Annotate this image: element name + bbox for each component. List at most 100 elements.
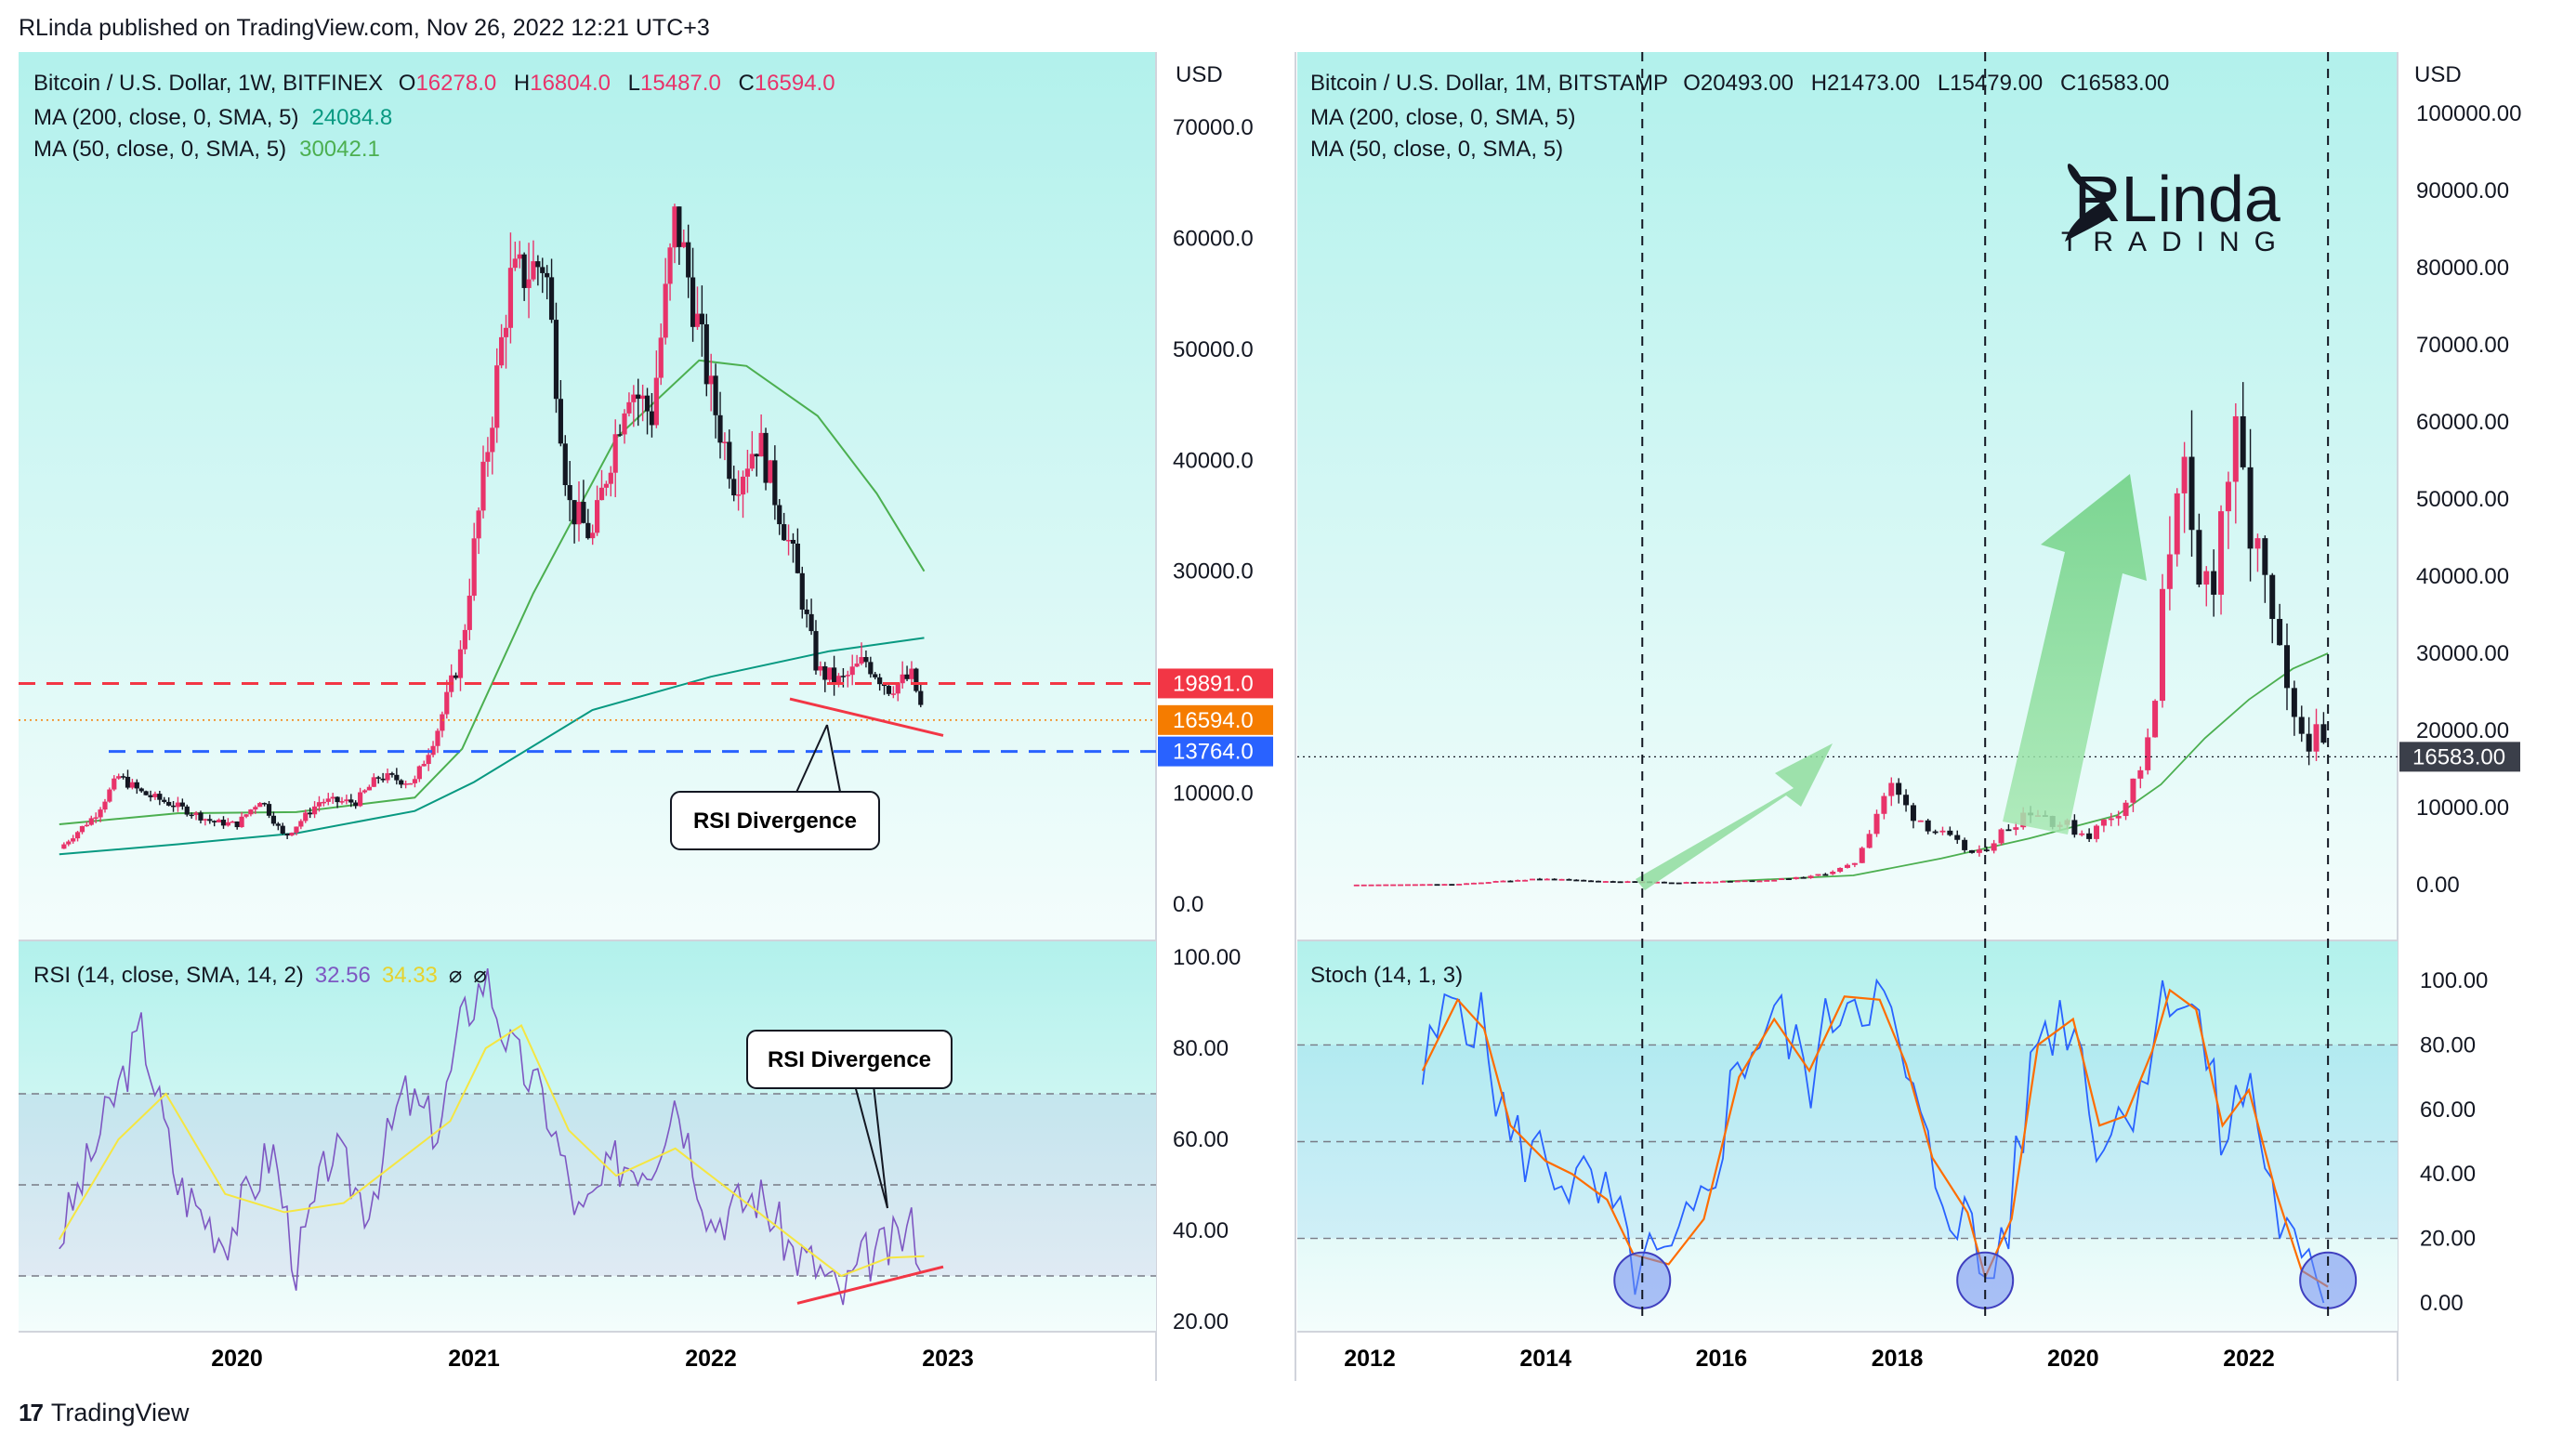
left-candle-body [79,825,85,833]
left-x-tick: 2021 [448,1346,500,1372]
tradingview-footer[interactable]: 17 TradingView [19,1399,190,1427]
right-candle-body [1734,880,1741,883]
left-candle-body [526,279,532,288]
left-candle-body [253,807,258,810]
left-candle-body [175,802,181,808]
right-stoch-pane[interactable]: 100.00 80.00 60.00 40.00 20.00 0.00 Stoch (14… [1297,940,2488,1372]
right-candle-body [1426,884,1433,887]
svg-text:Bitcoin / U.S. Dollar, 1W, BIT: Bitcoin / U.S. Dollar, 1W, BITFINEX O162… [33,71,835,96]
right-candle-body [1917,820,1924,822]
right-y-tick: 100000.00 [2416,101,2521,126]
left-candle-body [835,676,842,683]
left-candle-body [631,394,637,402]
left-candle-body [832,667,837,683]
left-candle-body [316,802,322,807]
right-candle-body [1581,879,1587,882]
right-candle-body [1859,848,1865,863]
left-candle-body [220,820,227,826]
right-candle-body [1610,881,1616,883]
right-price-marks [1297,382,2398,887]
left-candle-body [703,323,709,385]
right-candle-body [1983,849,1990,851]
right-candle-body [1500,880,1506,883]
right-candle-body [2262,538,2268,575]
left-price-marks [19,204,1156,856]
right-y-tick: 30000.00 [2416,641,2509,666]
left-candle-body [298,821,304,827]
right-price-pane[interactable]: 100000.00 90000.00 80000.00 70000.00 60000.0… [1295,52,2521,1381]
right-candle-body [2079,833,2085,835]
left-rsi-pane[interactable]: 100.00 80.00 60.00 40.00 20.00 RSI (14, clos… [19,940,1241,1372]
right-candle-body [1779,878,1785,880]
left-candle-body [667,247,673,284]
right-candle-body [2108,818,2114,821]
left-candle-body [531,261,536,280]
left-candle-body [444,691,450,715]
right-candle-body [1530,878,1536,881]
right-candle-body [2313,724,2320,752]
left-candle-body [116,776,122,779]
left-candle-body [503,327,509,337]
right-candle-body [1522,879,1529,882]
left-candle-body [849,666,855,676]
right-candle-body [1976,849,1982,853]
left-candle-body [353,802,359,807]
right-candle-body [1383,884,1389,887]
right-x-tick: 2016 [1696,1346,1748,1372]
left-candle-body [325,798,331,802]
right-candle-body [2166,554,2173,589]
left-candle-body [517,254,522,259]
left-x-tick: 2020 [211,1346,263,1372]
left-candle-body [699,313,704,324]
left-candle-body [521,254,527,288]
left-candle-body [553,320,559,400]
left-rsi-legend: RSI (14, close, SMA, 14, 2) 32.56 34.33 ⌀ ⌀ [33,963,487,988]
right-candle-body [1470,882,1477,885]
left-candle-body [129,782,136,788]
left-candle-body [179,802,185,807]
left-price-pane[interactable]: 70000.0 60000.0 50000.0 40000.0 30000.0 10000… [19,52,1273,1381]
left-candle-body [467,596,472,630]
right-candle-body [2188,456,2195,531]
left-candle-body [421,764,427,767]
right-x-tick: 2018 [1872,1346,1924,1372]
right-legend: Bitcoin / U.S. Dollar, 1M, BITSTAMP O204… [1310,71,2169,162]
left-y-tick: 70000.0 [1173,115,1254,140]
right-candle-body [1515,879,1521,882]
right-candle-body [2306,733,2312,752]
left-candle-body [535,261,541,268]
left-candle-body [416,766,422,780]
left-candle-body [125,776,131,788]
left-candle-body [266,804,272,816]
right-x-axis: 2012 2014 2016 2018 2020 2022 [1344,1346,2275,1372]
right-candle-body [2298,716,2305,734]
right-candle-body [1939,830,1946,833]
left-candle-body [184,806,190,815]
left-candle-body [476,510,481,539]
left-candle-body [585,522,591,539]
svg-text:Bitcoin / U.S. Dollar, 1M, BIT: Bitcoin / U.S. Dollar, 1M, BITSTAMP O204… [1310,71,2169,96]
left-candle-body [808,613,814,632]
right-candle-body [1698,881,1704,884]
right-candle-body [1668,882,1675,885]
right-candle-body [2086,833,2093,839]
left-candle-body [717,414,723,443]
left-rsi-divergence-callout: RSI Divergence [670,724,880,850]
left-candle-body [799,572,805,610]
left-candle-body [366,786,373,791]
left-candle-body [590,532,596,539]
left-candle-body [918,690,924,705]
left-candle-body [93,817,99,819]
left-candle-body [663,283,668,338]
left-legend: Bitcoin / U.S. Dollar, 1W, BITFINEX O162… [33,71,835,162]
right-candle-body [1398,884,1404,887]
left-candle-body [294,826,299,834]
right-ma50-legend: MA (50, close, 0, SMA, 5) [1310,137,1563,162]
left-candle-body [772,460,778,506]
right-candle-body [1896,782,1902,795]
right-candle-body [2159,588,2165,702]
svg-text:TRADING: TRADING [2061,227,2291,257]
left-candle-body [494,365,500,428]
left-candle-body [212,821,217,822]
left-candle-body [234,821,240,828]
